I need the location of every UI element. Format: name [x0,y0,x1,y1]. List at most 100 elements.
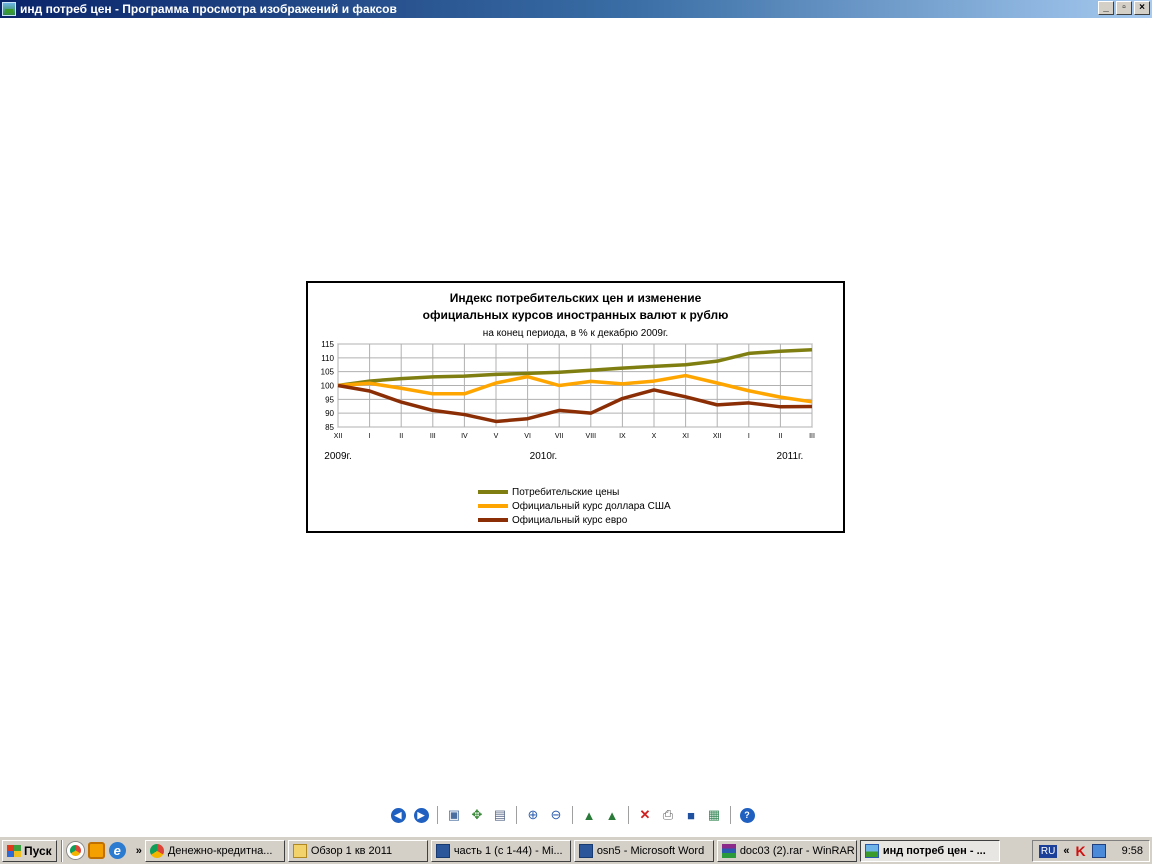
taskbar-button-label: Денежно-кредитна... [167,844,273,857]
rotate-counterclockwise-icon: ▲ [605,807,619,823]
slideshow-button[interactable]: ▤ [490,805,510,825]
zoom-out-button[interactable]: ⊖ [546,805,566,825]
x-tick-label: II [778,433,782,440]
x-tick-label: IV [461,433,468,440]
quick-launch-more-button[interactable]: » [135,844,142,857]
taskbar-button-label: osn5 - Microsoft Word [596,844,705,857]
taskbar-button[interactable]: инд потреб цен - ... [859,839,1000,862]
antivirus-icon[interactable]: K [1075,843,1086,859]
taskbar-button[interactable]: Обзор 1 кв 2011 [287,839,428,862]
word-icon [435,843,450,858]
show-hidden-icons-button[interactable]: « [1063,845,1070,857]
year-label: 2010г. [530,451,557,462]
clock-app-icon[interactable] [87,842,105,859]
windows-logo-icon [7,844,21,857]
network-icon[interactable] [1091,844,1106,858]
clock: 9:58 [1121,845,1143,857]
image-viewer-icon [864,843,879,858]
zoom-in-icon: ⊕ [527,807,539,822]
taskbar-button[interactable]: Денежно-кредитна... [144,839,285,862]
print-button[interactable]: ⎙ [658,805,678,825]
start-button[interactable]: Пуск [2,839,57,862]
legend-swatch [478,490,508,494]
window-title-bar[interactable]: инд потреб цен - Программа просмотра изо… [0,0,1152,18]
chrome-icon [149,843,164,858]
help-button[interactable]: ? [737,805,757,825]
rotate-counterclockwise-button[interactable]: ▲ [602,805,622,825]
legend-label: Официальный курс евро [512,514,628,526]
legend-label: Потребительские цены [512,486,620,498]
actual-size-button[interactable]: ✥ [467,805,487,825]
toolbar-separator [628,806,629,824]
window-title: инд потреб цен - Программа просмотра изо… [20,2,397,16]
language-indicator[interactable]: RU [1038,844,1058,858]
chart-legend: Потребительские цены Официальный курс дол… [478,485,671,527]
chart-subtitle: на конец периода, в % к декабрю 2009г. [482,328,669,339]
chart-title-line2: официальных курсов иностранных валют к р… [422,308,729,322]
x-tick-label: V [494,433,499,440]
toolbar-separator [437,806,438,824]
x-tick-label: I [369,433,371,440]
restore-button[interactable]: ▫ [1116,1,1132,15]
rotate-clockwise-button[interactable]: ▲ [579,805,599,825]
rotate-clockwise-icon: ▲ [582,807,596,823]
close-button[interactable]: × [1134,1,1150,15]
x-tick-label: XII [713,433,722,440]
taskbar-button-label: doc03 (2).rar - WinRAR [739,844,855,857]
previous-image-button[interactable]: ◀ [388,805,408,825]
taskbar-button[interactable]: doc03 (2).rar - WinRAR [716,839,857,862]
quick-launch: e » [66,842,142,859]
taskbar-button-label: инд потреб цен - ... [882,844,986,857]
y-tick-label: 85 [325,423,334,432]
chart-title-line1: Индекс потребительских цен и изменение [449,291,702,305]
chart-image: Индекс потребительских цен и изменение о… [306,281,845,533]
x-tick-label: VI [524,433,531,440]
chrome-icon[interactable] [66,842,84,859]
series-line [337,348,813,388]
x-tick-label: VII [555,433,564,440]
x-tick-label: I [748,433,750,440]
zoom-in-button[interactable]: ⊕ [523,805,543,825]
previous-icon: ◀ [390,807,406,823]
taskbar: Пуск e » Денежно-кредитна... Обзор 1 кв 2… [0,836,1152,864]
best-fit-button[interactable]: ▣ [444,805,464,825]
next-icon: ▶ [413,807,429,823]
y-tick-label: 100 [321,382,335,391]
image-canvas: Индекс потребительских цен и изменение о… [0,18,1152,803]
minimize-button[interactable]: _ [1098,1,1114,15]
save-button[interactable]: ■ [681,805,701,825]
x-tick-label: IX [619,433,626,440]
x-tick-label: XI [682,433,689,440]
x-tick-label: III [809,433,815,440]
y-tick-label: 105 [321,368,335,377]
viewer-toolbar: ◀ ▶ ▣ ✥ ▤ ⊕ ⊖ ▲ ▲ ✕ ⎙ ■ ▦ ? [388,804,757,826]
taskbar-button[interactable]: osn5 - Microsoft Word [573,839,714,862]
next-image-button[interactable]: ▶ [411,805,431,825]
y-tick-label: 115 [321,340,334,349]
legend-swatch [478,504,508,508]
x-tick-label: VIII [586,433,597,440]
actual-size-icon: ✥ [471,807,483,822]
x-tick-label: X [652,433,657,440]
start-label: Пуск [24,843,52,858]
y-tick-label: 90 [325,409,334,418]
taskbar-button[interactable]: часть 1 (с 1-44) - Mi... [430,839,571,862]
y-tick-label: 95 [325,395,334,404]
toolbar-separator [516,806,517,824]
legend-item: Официальный курс доллара США [478,499,671,513]
internet-explorer-icon[interactable]: e [108,842,126,859]
toolbar-separator [730,806,731,824]
toolbar-separator [572,806,573,824]
delete-button[interactable]: ✕ [635,805,655,825]
folder-icon [292,843,307,858]
series-line [337,383,813,424]
zoom-out-icon: ⊖ [550,807,562,822]
x-tick-label: III [430,433,436,440]
open-for-editing-button[interactable]: ▦ [704,805,724,825]
print-icon: ⎙ [662,807,674,822]
slideshow-icon: ▤ [493,807,507,822]
image-viewer-icon [2,2,16,16]
system-tray: RU « K 9:58 [1031,840,1150,862]
x-tick-label: II [399,433,403,440]
